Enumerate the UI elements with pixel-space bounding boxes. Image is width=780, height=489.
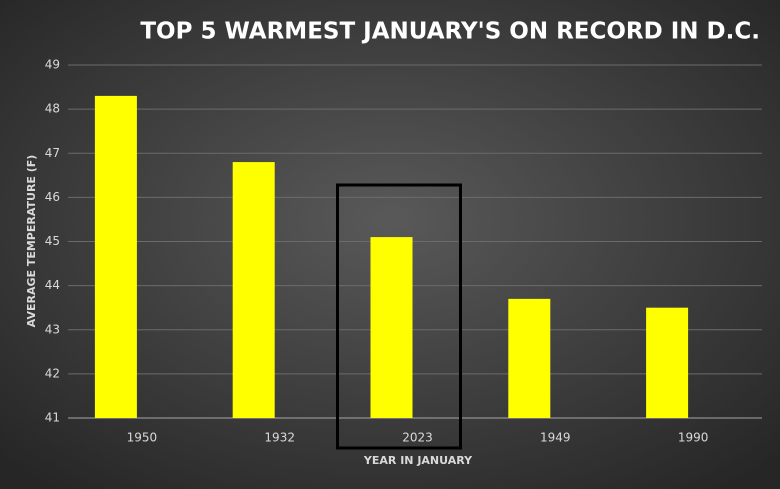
x-tick-label: 2023	[402, 431, 433, 445]
x-tick-label: 1990	[678, 431, 709, 445]
y-tick-label: 45	[45, 234, 60, 248]
y-tick-label: 48	[45, 102, 60, 116]
y-tick-label: 44	[45, 278, 60, 292]
y-tick-label: 41	[45, 411, 60, 425]
x-tick-label: 1950	[127, 431, 158, 445]
bar	[508, 298, 551, 418]
bar	[370, 237, 413, 418]
bar	[232, 162, 275, 418]
highlight-box	[336, 183, 462, 450]
x-tick-label: 1932	[264, 431, 295, 445]
y-axis-label: AVERAGE TEMPERATURE (F)	[25, 155, 38, 328]
y-tick-label: 46	[45, 190, 60, 204]
bar	[646, 307, 689, 418]
y-tick-label: 47	[45, 146, 60, 160]
x-axis-label: YEAR IN JANUARY	[363, 454, 473, 467]
x-tick-label: 1949	[540, 431, 571, 445]
y-tick-label: 43	[45, 322, 60, 336]
bar	[94, 95, 137, 418]
y-tick-label: 42	[45, 366, 60, 380]
chart-title: TOP 5 WARMEST JANUARY'S ON RECORD IN D.C…	[140, 19, 760, 45]
y-tick-label: 49	[45, 58, 60, 72]
